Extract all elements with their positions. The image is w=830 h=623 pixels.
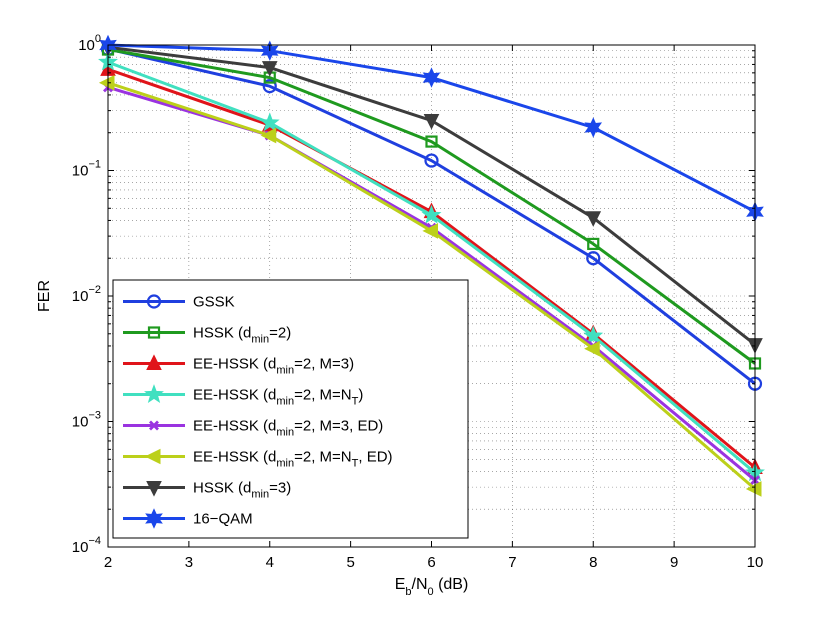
y-tick-label: 10−3 (72, 410, 101, 431)
y-tick-label: 10−4 (72, 535, 101, 556)
data-point (584, 340, 600, 357)
legend-label: HSSK (dmin=2) (193, 325, 291, 346)
x-tick-label: 10 (747, 554, 764, 571)
legend-entry: EE-HSSK (dmin=2, M=NT) (123, 384, 363, 408)
data-point (422, 223, 438, 239)
data-point (259, 112, 280, 132)
legend-marker (146, 294, 162, 309)
data-point (98, 74, 115, 91)
data-point (583, 325, 604, 345)
axis-ticks: 2 3 4 5 6 7 8 9 10 100 10−1 10−2 10−3 10−4 (72, 33, 764, 571)
data-point (586, 251, 601, 266)
x-axis-label: Eb/N0 (dB) (395, 576, 469, 598)
data-point (262, 79, 277, 94)
legend-marker (144, 384, 164, 403)
series-6 (98, 74, 762, 497)
legend-label: 16−QAM (193, 511, 253, 528)
legend-entry: 16−QAM (123, 508, 253, 529)
x-tick-label: 8 (589, 554, 597, 571)
data-point (422, 67, 441, 88)
x-tick-label: 3 (185, 554, 193, 571)
y-axis-label: FER (36, 280, 53, 312)
data-point (745, 481, 762, 497)
data-point (261, 61, 278, 77)
legend-box (112, 279, 469, 539)
legend-label: EE-HSSK (dmin=2, M=3, ED) (193, 418, 383, 439)
data-point (584, 117, 603, 138)
legend-entry: EE-HSSK (dmin=2, M=3, ED) (123, 418, 383, 439)
x-tick-label: 9 (670, 554, 678, 571)
y-tick-label: 10−1 (72, 159, 101, 180)
data-point (587, 237, 600, 251)
legend-marker (147, 326, 161, 339)
legend-marker (145, 508, 163, 529)
legend-marker (146, 354, 162, 370)
x-tick-label: 5 (346, 554, 354, 571)
data-point (424, 153, 439, 168)
x-tick-label: 2 (104, 554, 112, 571)
legend-label: GSSK (193, 294, 235, 311)
legend-entry: HSSK (dmin=2) (123, 325, 291, 346)
legend-marker (149, 420, 159, 431)
legend-entry: GSSK (123, 294, 235, 311)
data-point (425, 135, 438, 148)
y-tick-label: 100 (78, 33, 101, 54)
x-tick-label: 4 (266, 554, 274, 571)
series-line (107, 47, 756, 385)
x-tick-label: 6 (427, 554, 435, 571)
legend-entry: EE-HSSK (dmin=2, M=3) (123, 354, 354, 377)
legend-label: EE-HSSK (dmin=2, M=NT) (193, 387, 363, 408)
legend-label: EE-HSSK (dmin=2, M=3) (193, 356, 354, 377)
legend-marker (146, 481, 162, 497)
y-tick-label: 10−2 (72, 284, 101, 305)
data-point (260, 127, 277, 144)
data-point (423, 114, 440, 130)
data-point (421, 204, 442, 224)
legend-label: EE-HSSK (dmin=2, M=NT, ED) (193, 449, 393, 470)
series-line (107, 48, 756, 365)
legend: GSSK HSSK (dmin=2) EE-HSSK (dmin=2, M=3) EE… (112, 279, 469, 539)
legend-label: HSSK (dmin=3) (193, 480, 291, 501)
data-point (585, 211, 602, 227)
legend-entry: EE-HSSK (dmin=2, M=NT, ED) (123, 449, 393, 470)
legend-entry: HSSK (dmin=3) (123, 480, 291, 501)
x-tick-label: 7 (508, 554, 516, 571)
legend-marker (144, 448, 161, 465)
